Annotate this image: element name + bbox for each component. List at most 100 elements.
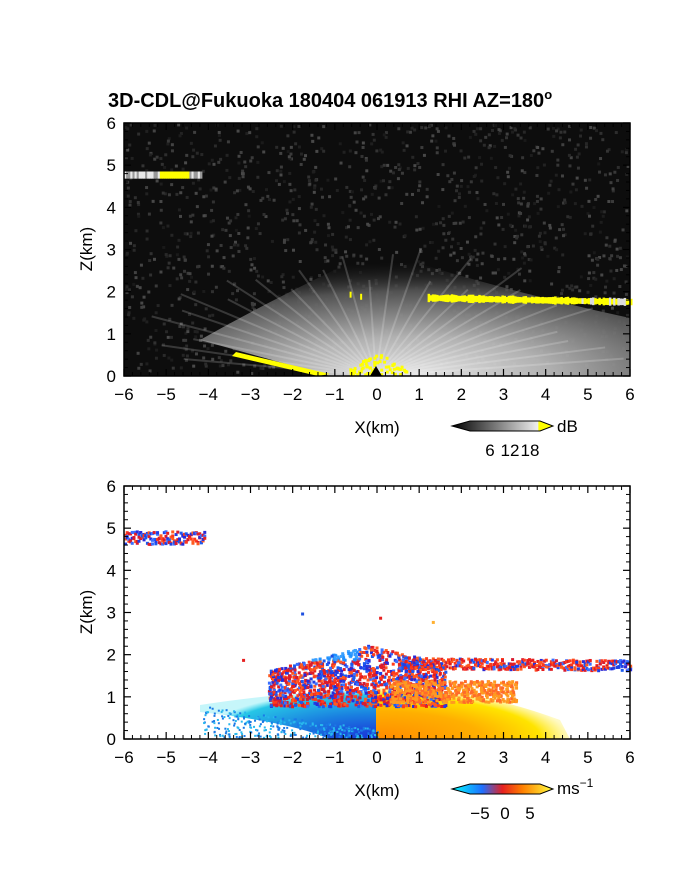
velocity-pixel (174, 541, 178, 545)
velocity-pixel (570, 663, 574, 667)
velocity-pixel (277, 676, 281, 680)
velocity-pixel (354, 680, 358, 684)
velocity-pixel (477, 661, 481, 665)
beam-ray (375, 289, 521, 377)
noise-pixel (162, 245, 166, 249)
noise-pixel (352, 200, 356, 204)
noise-pixel (552, 134, 556, 138)
velocity-pixel (298, 675, 302, 679)
velocity-pixel (402, 691, 406, 695)
noise-pixel (132, 244, 136, 248)
velocity-pixel (457, 683, 461, 687)
velocity-pixel (502, 699, 506, 703)
noise-pixel (212, 186, 216, 190)
velocity-pixel (204, 732, 207, 735)
beam-ray (375, 357, 624, 377)
velocity-pixel (364, 657, 368, 661)
noise-pixel (181, 186, 185, 190)
velocity-pixel (334, 673, 338, 677)
velocity-pixel (386, 669, 390, 673)
velocity-pixel (472, 694, 476, 698)
noise-pixel (248, 187, 252, 191)
velocity-pixel (414, 700, 418, 704)
noise-pixel (223, 180, 227, 184)
noise-pixel (591, 224, 595, 228)
velocity-pixel (191, 531, 195, 535)
noise-pixel (616, 311, 620, 315)
noise-pixel (161, 191, 165, 195)
noise-pixel (596, 194, 600, 198)
aerosol-pixel (151, 171, 154, 179)
velocity-pixel (487, 667, 491, 671)
velocity-pixel (433, 686, 437, 690)
noise-pixel (170, 168, 174, 172)
near-pixel (390, 371, 394, 375)
noise-pixel (213, 144, 217, 148)
noise-pixel (162, 353, 166, 357)
velocity-pixel (477, 663, 481, 667)
noise-pixel (246, 185, 250, 189)
velocity-pixel (352, 668, 356, 672)
noise-pixel (382, 133, 386, 137)
noise-pixel (313, 186, 317, 190)
velocity-pixel (426, 670, 430, 674)
velocity-pixel (325, 670, 329, 674)
noise-pixel (361, 175, 365, 179)
noise-pixel (418, 227, 422, 231)
velocity-pixel (429, 697, 433, 701)
velocity-pixel (439, 691, 443, 695)
noise-pixel (372, 218, 376, 222)
velocity-pixel (475, 660, 479, 664)
noise-pixel (242, 363, 246, 367)
velocity-pixel (299, 663, 303, 667)
velocity-pixel (333, 695, 337, 699)
noise-pixel (362, 197, 366, 201)
velocity-pixel (492, 695, 496, 699)
noise-pixel (576, 166, 580, 170)
velocity-pixel (316, 731, 319, 734)
velocity-pixel (407, 683, 411, 687)
noise-pixel (211, 200, 215, 204)
velocity-pixel (348, 692, 352, 696)
velocity-pixel (375, 649, 379, 653)
velocity-pixel (336, 676, 340, 680)
noise-pixel (167, 193, 171, 197)
noise-pixel (474, 132, 478, 136)
noise-pixel (249, 268, 253, 272)
noise-pixel (405, 144, 409, 148)
noise-pixel (269, 281, 273, 285)
velocity-pixel (495, 662, 499, 666)
noise-pixel (228, 234, 232, 238)
velocity-pixel (433, 683, 437, 687)
noise-pixel (200, 153, 204, 157)
velocity-pixel (466, 693, 470, 697)
velocity-pixel (407, 704, 411, 708)
velocity-pixel (228, 712, 231, 715)
velocity-pixel (405, 704, 409, 708)
velocity-pixel (534, 667, 538, 671)
velocity-pixel (341, 683, 345, 687)
cloud-pixel (433, 294, 437, 302)
cloud-pixel (476, 295, 479, 303)
y-tick-label: 4 (107, 198, 116, 217)
noise-pixel (406, 166, 410, 170)
noise-pixel (570, 284, 574, 288)
noise-pixel (186, 327, 190, 331)
velocity-pixel (439, 692, 443, 696)
noise-pixel (202, 289, 206, 293)
noise-pixel (172, 266, 176, 270)
velocity-pixel (580, 664, 584, 668)
noise-pixel (625, 313, 629, 317)
noise-pixel (515, 236, 519, 240)
velocity-pixel (218, 727, 221, 730)
near-pixel (380, 368, 384, 372)
velocity-pixel (384, 672, 388, 676)
velocity-pixel (498, 694, 502, 698)
velocity-pixel (276, 703, 280, 707)
y-tick-label: 6 (107, 114, 116, 133)
velocity-pixel (360, 729, 363, 732)
noise-pixel (571, 288, 575, 292)
noise-pixel (602, 254, 606, 258)
noise-pixel (342, 150, 346, 154)
